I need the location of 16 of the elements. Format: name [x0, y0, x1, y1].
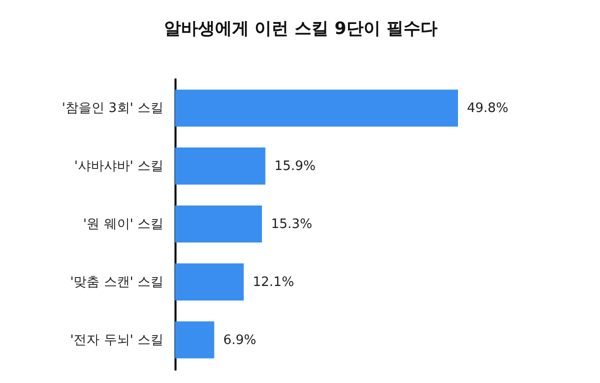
- y-tick-label: '참을인 3회' 스킬: [62, 101, 164, 116]
- data-label: 12.1%: [252, 274, 294, 290]
- y-tick-label: '맞춤 스캔' 스킬: [70, 274, 164, 290]
- data-label: 49.8%: [467, 101, 508, 116]
- y-tick-label: '전자 두뇌' 스킬: [70, 332, 164, 348]
- data-label: 15.3%: [270, 217, 312, 232]
- bar: [175, 321, 214, 358]
- bar: [175, 148, 266, 185]
- chart-title: 알바생에게 이런 스킬 9단이 필수다: [164, 19, 438, 39]
- y-tick-label: '샤바샤바' 스킬: [74, 159, 164, 174]
- data-label: 6.9%: [223, 332, 256, 348]
- bar: [175, 90, 458, 127]
- data-label: 15.9%: [274, 159, 316, 174]
- bar: [175, 205, 262, 243]
- bar: [175, 263, 244, 300]
- y-tick-label: '원 웨이' 스킬: [83, 217, 164, 232]
